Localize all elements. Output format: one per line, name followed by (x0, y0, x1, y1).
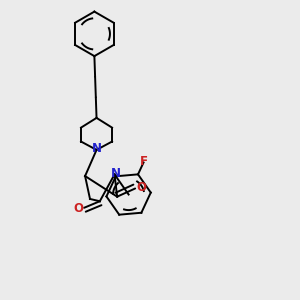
Text: F: F (140, 154, 148, 167)
Text: N: N (111, 167, 121, 180)
Text: O: O (136, 181, 146, 194)
Text: N: N (92, 142, 101, 155)
Text: O: O (73, 202, 83, 215)
